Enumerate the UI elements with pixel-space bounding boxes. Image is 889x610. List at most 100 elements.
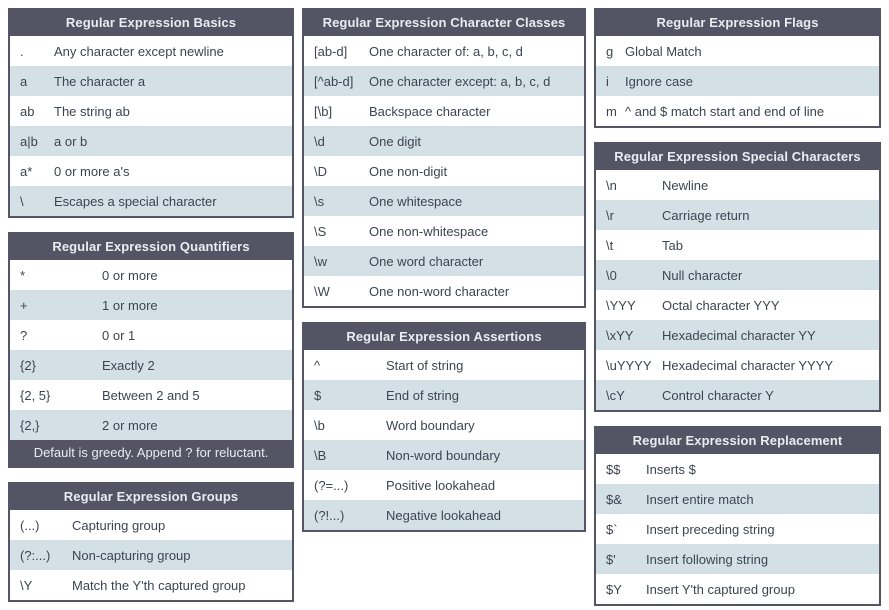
table-row: \S One non-whitespace xyxy=(304,216,584,246)
row-key: \t xyxy=(606,237,614,253)
row-key: \0 xyxy=(606,267,617,283)
row-description: The string ab xyxy=(54,103,130,119)
table-special-characters: \n Newline \r Carriage return \t Tab \0 Null ch… xyxy=(596,170,879,410)
row-description: One non-digit xyxy=(369,163,448,179)
row-key: \YYY xyxy=(606,297,636,313)
table-row: +1 or more xyxy=(10,290,292,320)
table-quantifiers: * 0 or more +1 or more? 0 or 1 {2} Exactly 2{… xyxy=(10,260,292,440)
table-groups: (...) Capturing group (?:...) Non-capturing… xyxy=(10,510,292,600)
row-key: (?!...) xyxy=(314,507,345,523)
row-description: Tab xyxy=(662,237,683,253)
row-description: One non-word character xyxy=(369,283,510,299)
row-key: \s xyxy=(314,193,325,209)
row-key: m xyxy=(606,103,617,119)
row-description: Word boundary xyxy=(386,417,475,433)
row-description: One word character xyxy=(369,253,484,269)
table-row: \n Newline xyxy=(596,170,879,200)
row-key: $` xyxy=(606,521,618,537)
table-replacement: $$ Inserts $ $& Insert entire match $` Insert… xyxy=(596,454,879,604)
card-title-groups: Regular Expression Groups xyxy=(10,484,292,510)
row-key: \w xyxy=(314,253,327,269)
table-row: \t Tab xyxy=(596,230,879,260)
row-key: \r xyxy=(606,207,614,223)
table-row: \Y Match the Y'th captured group xyxy=(10,570,292,600)
card-regular-expression-quantifiers: Regular Expression Quantifiers * 0 or mor… xyxy=(8,232,294,468)
row-description: 0 or more xyxy=(102,267,158,283)
table-row: \W One non-word character xyxy=(304,276,584,306)
row-key: \b xyxy=(314,417,325,433)
row-key: + xyxy=(20,297,28,313)
table-row: \d One digit xyxy=(304,126,584,156)
table-row: [\b] Backspace character xyxy=(304,96,584,126)
row-key: $ xyxy=(314,387,322,403)
row-description: Null character xyxy=(662,267,743,283)
row-key: {2} xyxy=(20,357,36,373)
row-key: [^ab-d] xyxy=(314,73,354,89)
table-row: \r Carriage return xyxy=(596,200,879,230)
table-row: \s One whitespace xyxy=(304,186,584,216)
row-key: \Y xyxy=(20,577,33,593)
row-description: a or b xyxy=(54,133,88,149)
row-description: One non-whitespace xyxy=(369,223,489,239)
row-key: \D xyxy=(314,163,327,179)
row-key: ^ xyxy=(314,357,321,373)
table-row: [ab-d] One character of: a, b, c, d xyxy=(304,36,584,66)
row-key: \d xyxy=(314,133,325,149)
card-title-basics: Regular Expression Basics xyxy=(10,10,292,36)
row-description: Match the Y'th captured group xyxy=(72,577,246,593)
card-regular-expression-character-classes: Regular Expression Character Classes [ab… xyxy=(302,8,586,308)
table-row: \ Escapes a special character xyxy=(10,186,292,216)
row-key: * xyxy=(20,267,26,283)
table-row: $$ Inserts $ xyxy=(596,454,879,484)
row-description: ^ and $ match start and end of line xyxy=(625,103,825,119)
row-key: ab xyxy=(20,103,35,119)
row-description: Hexadecimal character YYYY xyxy=(662,357,834,373)
table-row: i Ignore case xyxy=(596,66,879,96)
table-row: a The character a xyxy=(10,66,292,96)
table-row: . Any character except newline xyxy=(10,36,292,66)
quantifiers-note: Default is greedy. Append ? for reluctan… xyxy=(10,440,292,466)
table-assertions: ^ Start of string $ End of string \b Word bou… xyxy=(304,350,584,530)
table-row: \cY Control character Y xyxy=(596,380,879,410)
row-description: One digit xyxy=(369,133,422,149)
table-row: \w One word character xyxy=(304,246,584,276)
table-row: ab The string ab xyxy=(10,96,292,126)
row-key: \xYY xyxy=(606,327,634,343)
table-row: $& Insert entire match xyxy=(596,484,879,514)
table-row: (?=...) Positive lookahead xyxy=(304,470,584,500)
table-row: ^ Start of string xyxy=(304,350,584,380)
row-description: 0 or more a's xyxy=(54,163,130,179)
table-row: m ^ and $ match start and end of line xyxy=(596,96,879,126)
table-row: (?!...) Negative lookahead xyxy=(304,500,584,530)
row-description: 0 or 1 xyxy=(102,327,136,343)
card-regular-expression-special-characters: Regular Expression Special Characters \n… xyxy=(594,142,881,412)
table-flags: g Global Match i Ignore case m ^ and $ match … xyxy=(596,36,879,126)
row-description: Any character except newline xyxy=(54,43,224,59)
row-key: \n xyxy=(606,177,617,193)
row-description: Negative lookahead xyxy=(386,507,501,523)
card-title-character-classes: Regular Expression Character Classes xyxy=(304,10,584,36)
table-row: g Global Match xyxy=(596,36,879,66)
card-title-replacement: Regular Expression Replacement xyxy=(596,428,879,454)
row-description: Carriage return xyxy=(662,207,750,223)
row-key: [ab-d] xyxy=(314,43,348,59)
card-regular-expression-replacement: Regular Expression Replacement $$ Inserts… xyxy=(594,426,881,606)
row-key: (?=...) xyxy=(314,477,349,493)
row-description: Insert Y'th captured group xyxy=(646,581,795,597)
row-description: Insert following string xyxy=(646,551,769,567)
table-row: $` Insert preceding string xyxy=(596,514,879,544)
row-description: Exactly 2 xyxy=(102,357,155,373)
table-row: \D One non-digit xyxy=(304,156,584,186)
row-description: Control character Y xyxy=(662,387,774,403)
table-row: ? 0 or 1 xyxy=(10,320,292,350)
table-row: $Y Insert Y'th captured group xyxy=(596,574,879,604)
row-description: Insert preceding string xyxy=(646,521,775,537)
row-description: One character except: a, b, c, d xyxy=(369,73,551,89)
column-left: Regular Expression Basics . Any character… xyxy=(8,8,294,602)
row-key: i xyxy=(606,73,609,89)
table-row: \0 Null character xyxy=(596,260,879,290)
row-key: \uYYYY xyxy=(606,357,652,373)
card-title-special-characters: Regular Expression Special Characters xyxy=(596,144,879,170)
row-description: Non-word boundary xyxy=(386,447,501,463)
